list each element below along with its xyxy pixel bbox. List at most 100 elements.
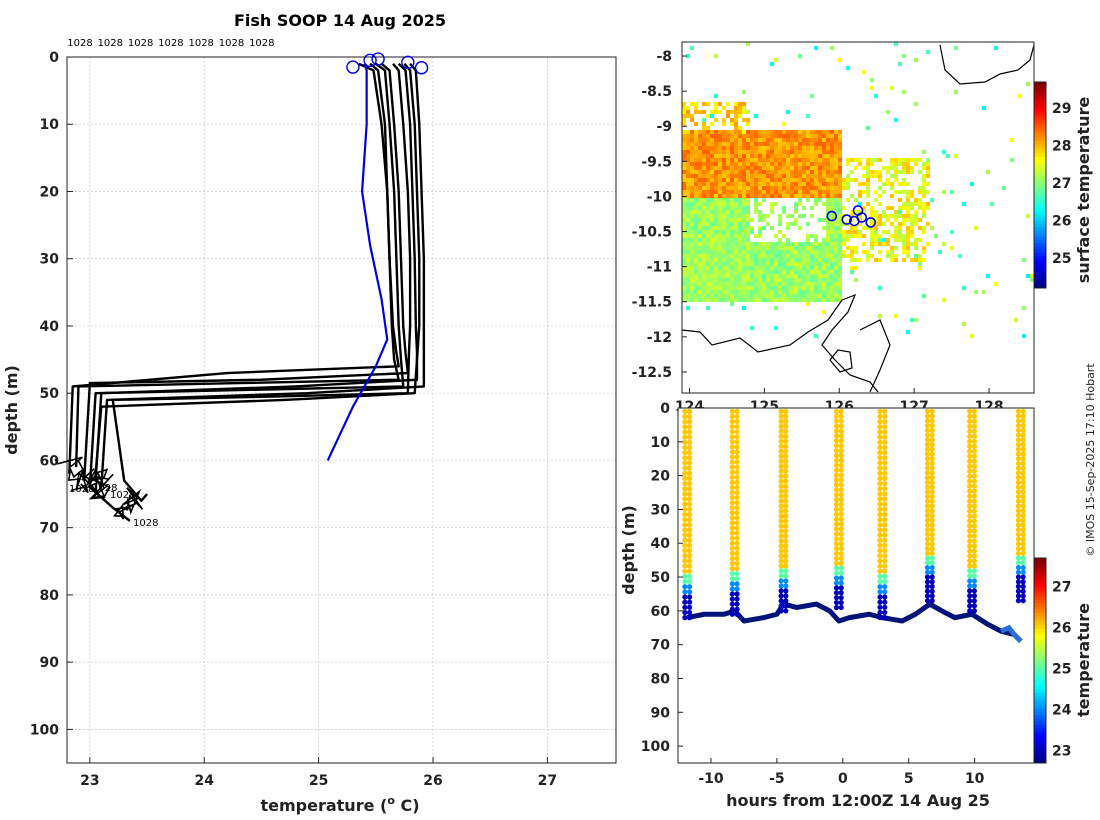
sst-cell <box>794 286 798 290</box>
cast-sample <box>734 535 740 541</box>
sst-cell <box>690 242 694 246</box>
sst-cell <box>730 174 734 178</box>
cast-sample <box>682 594 688 600</box>
colorbar-cell <box>1034 188 1046 192</box>
sst-cell <box>706 134 710 138</box>
sst-cell <box>710 150 714 154</box>
cast-sample <box>924 489 931 495</box>
sst-cell <box>694 154 698 158</box>
sst-cell <box>698 266 702 270</box>
sst-cell <box>918 238 922 242</box>
sst-cell <box>762 290 766 294</box>
sst-cell <box>922 166 926 170</box>
sst-cell <box>822 278 826 282</box>
sst-cell <box>686 282 690 286</box>
sst-cell <box>838 146 842 150</box>
cast-sample <box>729 515 735 521</box>
sst-cell <box>894 238 898 242</box>
sst-cell <box>814 286 818 290</box>
cast-sample <box>783 583 789 589</box>
sst-cell <box>794 174 798 178</box>
sst-cell <box>714 262 718 266</box>
sst-cell <box>854 166 858 170</box>
sst-cell <box>826 270 830 274</box>
sst-cell <box>798 158 802 162</box>
cast-sample <box>1020 475 1026 481</box>
sst-cell <box>826 142 830 146</box>
sst-cell <box>858 162 862 166</box>
cast-sample <box>682 480 688 487</box>
cast-sample <box>838 487 844 493</box>
cast-sample <box>734 479 740 485</box>
sst-cell <box>738 290 742 294</box>
sst-cell <box>742 90 746 94</box>
sst-cell <box>858 210 862 214</box>
sst-cell <box>698 194 702 198</box>
sst-cell <box>722 198 726 202</box>
sst-cell <box>790 182 794 186</box>
sst-cell <box>1030 274 1034 278</box>
cast-sample <box>833 590 840 596</box>
sst-cell <box>750 298 754 302</box>
sst-cell <box>782 282 786 286</box>
cast-sample <box>877 594 883 600</box>
sst-cell <box>910 158 914 162</box>
sst-cell <box>682 218 686 222</box>
sst-cell <box>830 258 834 262</box>
sst-cell <box>694 238 698 242</box>
sst-cell <box>726 210 730 214</box>
sst-cell <box>810 162 814 166</box>
cast-sample <box>729 520 735 526</box>
section-x-tick-label: -5 <box>769 771 785 787</box>
sst-cell <box>746 186 750 190</box>
sst-cell <box>746 154 750 158</box>
sst-cell <box>758 286 762 290</box>
sst-cell <box>734 154 738 158</box>
sst-cell <box>718 142 722 146</box>
cast-sample <box>1015 527 1022 533</box>
sst-cell <box>834 254 838 258</box>
sst-cell <box>862 210 866 214</box>
colorbar-cell <box>1034 564 1046 569</box>
sst-cell <box>770 134 774 138</box>
sst-cell <box>806 198 810 202</box>
sst-cell <box>770 294 774 298</box>
sst-cell <box>786 186 790 190</box>
sst-cell <box>846 158 850 162</box>
cast-sample <box>924 437 931 443</box>
sst-cell <box>722 290 726 294</box>
cast-sample <box>783 523 789 529</box>
cast-sample <box>924 479 931 485</box>
sst-cell <box>926 166 930 170</box>
sst-cell <box>686 54 690 58</box>
sst-cell <box>698 290 702 294</box>
sst-cell <box>970 334 974 338</box>
sst-cell <box>722 150 726 154</box>
cast-sample <box>734 601 740 607</box>
sst-cell <box>682 266 686 270</box>
sst-cell <box>714 226 718 230</box>
cast-sample <box>1015 475 1022 481</box>
cast-sample <box>929 475 935 481</box>
sst-cell <box>798 274 802 278</box>
cast-sample <box>838 492 844 498</box>
cast-sample <box>1015 437 1022 443</box>
sst-cell <box>714 206 718 210</box>
cast-sample <box>729 606 735 612</box>
sst-cell <box>690 166 694 170</box>
sst-cell <box>826 218 830 222</box>
sst-cell <box>702 230 706 234</box>
sst-cell <box>910 242 914 246</box>
cast-sample <box>783 503 789 509</box>
sst-cell <box>690 246 694 250</box>
cast-sample <box>882 568 888 574</box>
sst-cell <box>818 130 822 134</box>
sst-cell <box>750 270 754 274</box>
cast-sample <box>971 538 978 544</box>
sst-cell <box>770 150 774 154</box>
sst-cell <box>794 298 798 302</box>
colorbar-cell <box>1034 615 1046 620</box>
sst-cell <box>686 134 690 138</box>
colorbar-cell <box>1034 602 1046 607</box>
